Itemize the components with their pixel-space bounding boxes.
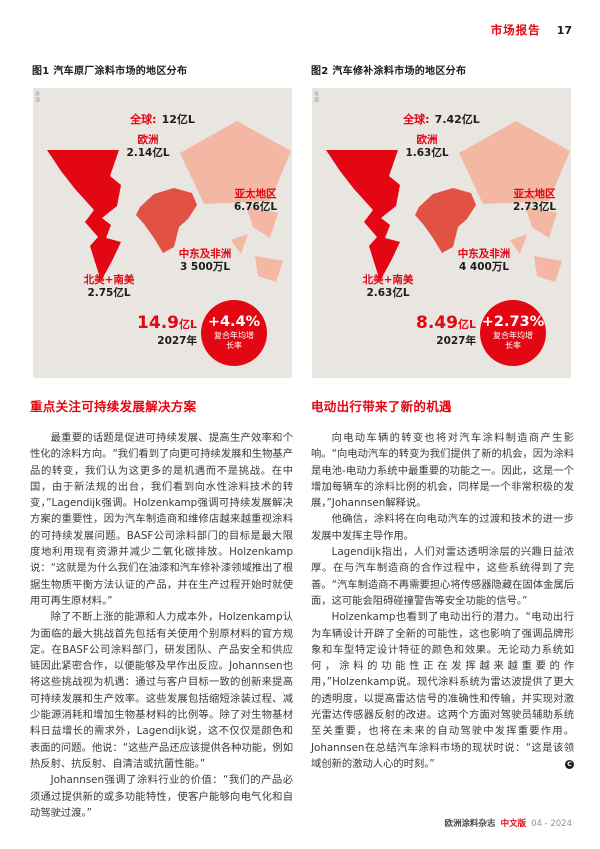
article-column-sustainability: 重点关注可持续发展解决方案 最重要的话题是促进可持续发展、提高生产效率和个性化的… — [30, 396, 293, 821]
map-island-shape — [510, 234, 527, 254]
paragraph: Holzenkamp也看到了电动出行的潜力。“电动出行为车辆设计开辟了全新的可能… — [311, 611, 574, 770]
end-of-article-icon: C — [565, 760, 574, 770]
world-map-graphic — [326, 121, 570, 282]
world-map-graphic — [47, 121, 291, 282]
footer-journal-name: 欧洲涂料杂志 — [444, 819, 496, 829]
region-label-americas: 北美+南美 2.75亿L — [83, 274, 135, 300]
map-africa-shape — [415, 188, 476, 253]
map-africa-shape — [136, 188, 197, 253]
section-label: 市场报告 — [490, 23, 541, 37]
global-label: 全球: 7.42亿L — [312, 108, 571, 128]
region-label-mea: 中东及非洲 4 400万L — [457, 248, 511, 274]
cagr-badge: +4.4% 复合年均增 长率 — [201, 300, 267, 366]
page-footer: 欧洲涂料杂志 中文版 04 - 2024 — [445, 817, 572, 829]
chart-1: 来源 全球: 12亿L 欧洲 2.14亿L 亚太地区 6.76亿L 中东及非洲 … — [33, 88, 292, 378]
chart-2: 来源 全球: 7.42亿L 欧洲 1.63亿L 亚太地区 2.73亿L 中东及非… — [312, 88, 571, 378]
source-note-vertical: 来源 — [313, 91, 319, 103]
region-label-apac: 亚太地区 6.76亿L — [233, 188, 278, 214]
region-label-europe: 欧洲 1.63亿L — [405, 134, 449, 160]
paragraph: 向电动车辆的转变也将对汽车涂料制造商产生影响。“向电动汽车的转变为我们提供了新的… — [311, 432, 574, 510]
region-label-americas: 北美+南美 2.63亿L — [362, 274, 414, 300]
global-name: 全球: — [130, 113, 157, 126]
paragraph: Lagendijk指出，人们对雷达透明涂层的兴趣日益浓厚。在与汽车制造商的合作过… — [311, 546, 574, 607]
paragraph: 他确信，涂料将在向电动汽车的过渡和技术的进一步发展中发挥主导作用。 — [311, 513, 574, 542]
map-australia-shape — [255, 256, 283, 282]
paragraph: Johannsen强调了涂料行业的价值：“我们的产品必须通过提供新的或多功能特性… — [30, 774, 293, 819]
forecast-2027: 14.9亿L 2027年 — [137, 313, 197, 347]
global-label: 全球: 12亿L — [33, 108, 292, 128]
map-southeast-asia-shape — [525, 206, 557, 238]
region-label-mea: 中东及非洲 3 500万L — [178, 248, 232, 274]
global-name: 全球: — [403, 113, 430, 126]
paragraph: 最重要的话题是促进可持续发展、提高生产效率和个性化的涂料方向。“我们看到了向更可… — [30, 432, 293, 607]
map-australia-shape — [534, 256, 562, 282]
article-heading-sustainability: 重点关注可持续发展解决方案 — [30, 399, 197, 414]
page-number: 17 — [556, 24, 572, 37]
page-header: 市场报告 17 — [491, 22, 572, 38]
map-americas-shape — [47, 150, 121, 281]
region-label-apac: 亚太地区 2.73亿L — [512, 188, 557, 214]
footer-issue: 04 - 2024 — [531, 819, 572, 829]
cagr-badge: +2.73% 复合年均增 长率 — [480, 300, 546, 366]
figure-2-title: 图2 汽车修补涂料市场的地区分布 — [311, 66, 467, 77]
global-value: 12亿L — [161, 113, 195, 126]
article-heading-emobility: 电动出行带来了新的机遇 — [311, 399, 452, 414]
figure-1-title: 图1 汽车原厂涂料市场的地区分布 — [32, 66, 188, 77]
map-eurasia-shape — [459, 121, 570, 204]
paragraph: 除了不断上涨的能源和人力成本外，Holzenkamp认为面临的最大挑战首先包括有… — [30, 611, 293, 770]
source-note-vertical: 来源 — [34, 91, 40, 103]
forecast-2027: 8.49亿L 2027年 — [416, 313, 476, 347]
global-value: 7.42亿L — [434, 113, 480, 126]
map-americas-shape — [326, 150, 400, 281]
map-eurasia-shape — [180, 121, 291, 204]
map-southeast-asia-shape — [246, 206, 278, 238]
region-label-europe: 欧洲 2.14亿L — [126, 134, 170, 160]
map-island-shape — [231, 234, 248, 254]
article-column-emobility: 电动出行带来了新的机遇 向电动车辆的转变也将对汽车涂料制造商产生影响。“向电动汽… — [311, 396, 574, 772]
footer-edition: 中文版 — [500, 819, 527, 829]
